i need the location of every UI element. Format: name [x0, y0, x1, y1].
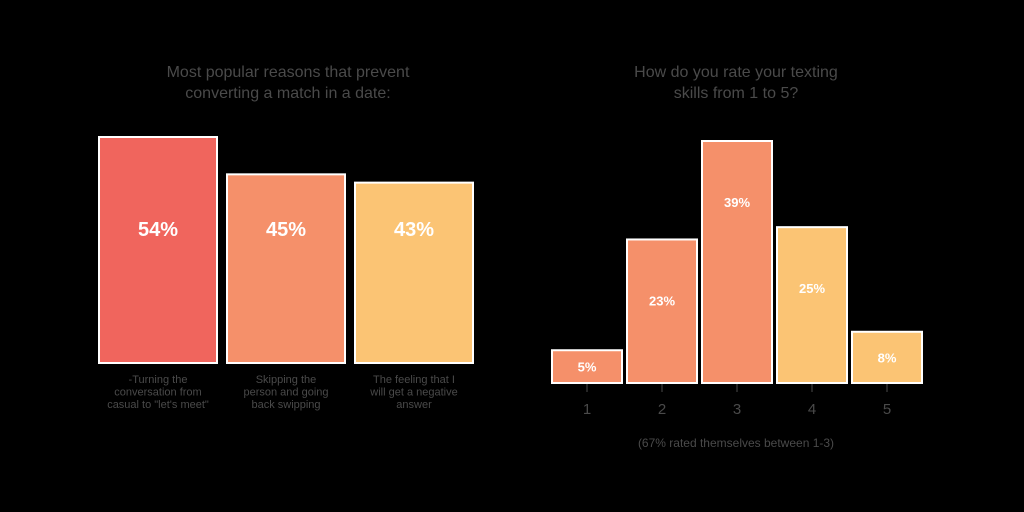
- chart-2-title: How do you rate your texting skills from…: [546, 62, 926, 104]
- bar-value-label: 39%: [724, 195, 750, 210]
- category-label-line: back swipping: [251, 399, 320, 411]
- category-label-line: casual to "let's meet": [107, 399, 209, 411]
- bar-value-label: 45%: [266, 219, 306, 241]
- category-label-line: will get a negative: [369, 387, 457, 399]
- bar-value-label: 8%: [878, 350, 897, 365]
- bar-value-label: 43%: [394, 219, 434, 241]
- bar: [628, 240, 696, 382]
- bar: [356, 183, 472, 362]
- bar: [703, 142, 771, 382]
- chart-2-title-line-1: How do you rate your texting: [634, 64, 838, 81]
- chart-1-title-line-1: Most popular reasons that prevent: [166, 64, 410, 81]
- category-label-line: Skipping the: [256, 374, 317, 386]
- category-label-line: answer: [396, 399, 432, 411]
- chart-1-title-line-2: converting a match in a date:: [185, 85, 391, 102]
- x-tick-label: 4: [808, 401, 816, 418]
- bar-value-label: 5%: [578, 360, 597, 375]
- bar: [100, 138, 216, 362]
- category-label-line: -Turning the: [129, 374, 188, 386]
- bar: [553, 351, 621, 382]
- bar-value-label: 54%: [138, 219, 178, 241]
- chart-2-note: (67% rated themselves between 1-3): [637, 436, 835, 450]
- bar-value-label: 25%: [799, 281, 825, 296]
- chart-1-title: Most popular reasons that prevent conver…: [98, 62, 478, 104]
- bar-value-label: 23%: [649, 293, 675, 308]
- x-tick-label: 3: [733, 401, 741, 418]
- bar: [778, 228, 846, 382]
- bar: [853, 332, 921, 382]
- x-tick-label: 1: [583, 401, 591, 418]
- x-tick-label: 2: [658, 401, 666, 418]
- category-label-line: conversation from: [114, 387, 201, 399]
- bar: [228, 175, 344, 362]
- category-label-line: The feeling that I: [373, 374, 455, 386]
- category-label-line: person and going: [243, 387, 328, 399]
- chart-2-title-line-2: skills from 1 to 5?: [673, 85, 799, 102]
- x-tick-label: 5: [883, 401, 891, 418]
